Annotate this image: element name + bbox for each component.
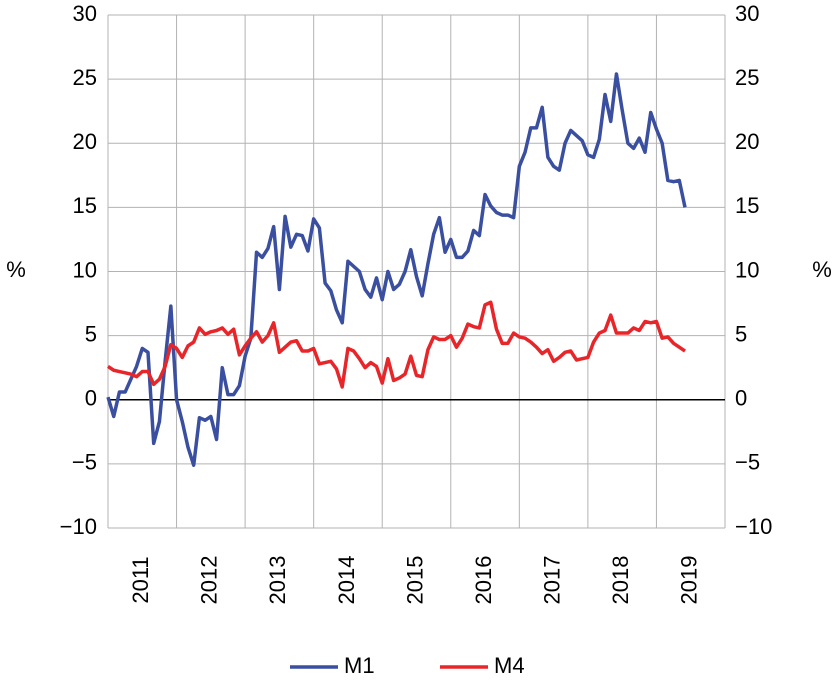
y-tick-label: 15 — [73, 193, 97, 218]
line-series — [107, 300, 686, 389]
y2-axis-label: % — [812, 257, 832, 282]
y-axis-label: % — [6, 257, 26, 282]
y2-tick-label: 15 — [735, 193, 759, 218]
y2-tick-label: 0 — [735, 386, 747, 411]
x-tick-label: 2019 — [677, 556, 702, 605]
y-tick-label: −5 — [72, 450, 97, 475]
x-tick-label: 2016 — [471, 556, 496, 605]
legend-label: M4 — [494, 653, 525, 678]
x-tick-label: 2015 — [402, 556, 427, 605]
y2-tick-label: −5 — [735, 450, 760, 475]
y2-tick-label: 10 — [735, 257, 759, 282]
y-tick-label: 25 — [73, 65, 97, 90]
y2-tick-label: 20 — [735, 129, 759, 154]
y2-tick-label: −10 — [735, 514, 772, 539]
y-tick-label: 10 — [73, 257, 97, 282]
y-tick-label: −10 — [60, 514, 97, 539]
y-tick-label: 5 — [85, 321, 97, 346]
y-tick-label: 30 — [73, 1, 97, 26]
y2-tick-label: 30 — [735, 1, 759, 26]
y2-tick-label: 5 — [735, 321, 747, 346]
x-tick-label: 2013 — [265, 556, 290, 605]
x-tick-label: 2014 — [334, 556, 359, 605]
x-tick-label: 2017 — [539, 556, 564, 605]
line-series — [106, 72, 687, 467]
x-tick-label: 2018 — [608, 556, 633, 605]
y-tick-label: 0 — [85, 386, 97, 411]
y-tick-label: 20 — [73, 129, 97, 154]
legend-label: M1 — [344, 653, 375, 678]
x-tick-label: 2012 — [197, 556, 222, 605]
y2-tick-label: 25 — [735, 65, 759, 90]
x-tick-label: 2011 — [128, 556, 153, 603]
